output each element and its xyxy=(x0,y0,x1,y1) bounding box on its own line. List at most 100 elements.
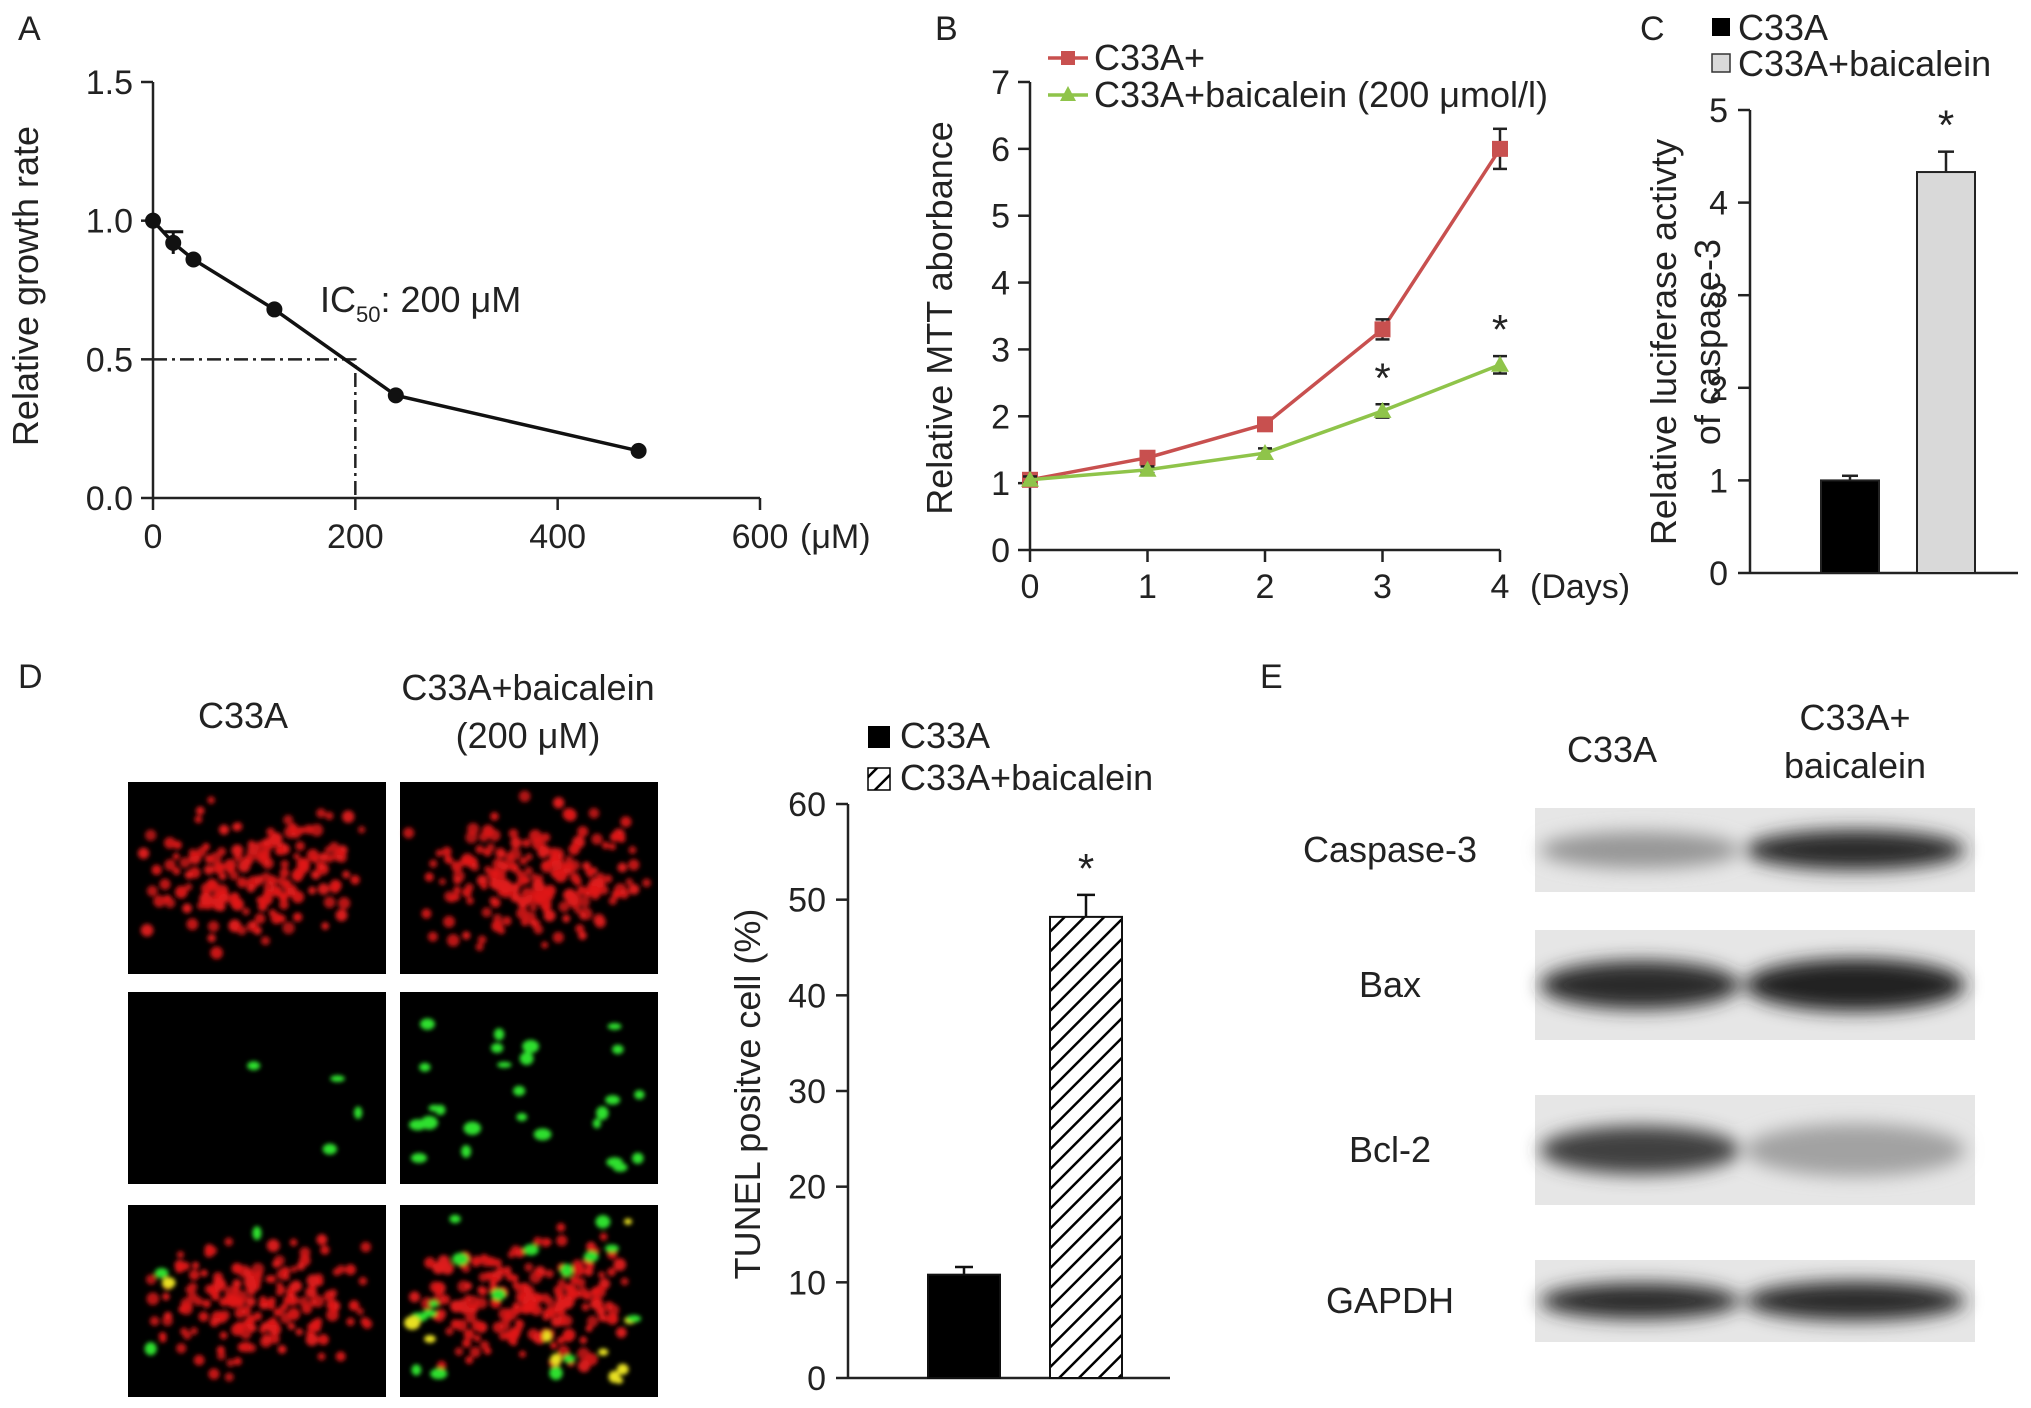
microscopy-red-cell xyxy=(429,1281,441,1293)
microscopy-red-cell xyxy=(316,1234,328,1246)
panel-letter-c: C xyxy=(1640,10,1665,48)
microscopy-red-cell xyxy=(210,946,223,960)
microscopy-red-cell xyxy=(292,871,303,882)
chart-d-y-tick-label: 20 xyxy=(788,1169,826,1207)
microscopy-red-cell xyxy=(207,796,215,805)
microscopy-red-cell xyxy=(540,1293,551,1303)
microscopy-cells xyxy=(144,1226,373,1382)
microscopy-red-cell xyxy=(232,1279,242,1289)
microscopy-red-cell xyxy=(620,816,632,828)
microscopy-red-cell xyxy=(530,919,541,929)
microscopy-green-cell xyxy=(428,1300,439,1308)
microscopy-red-cell xyxy=(260,936,271,946)
microscopy-green-cell xyxy=(612,1044,624,1055)
chart-b-legend-series-2: C33A+baicalein (200 μmol/l) xyxy=(1094,74,1548,115)
microscopy-red-cell xyxy=(140,923,154,937)
blot-col2-label-line2: baicalein xyxy=(1784,745,1926,786)
microscopy-red-cell xyxy=(511,893,521,903)
microscopy-green-cell xyxy=(497,1061,512,1068)
microscopy-red-cell xyxy=(556,1235,568,1247)
microscopy-green-cell xyxy=(247,1061,261,1071)
chart-a-point xyxy=(185,251,202,268)
microscopy-red-cell xyxy=(529,1271,542,1284)
chart-b-y-tick-label: 3 xyxy=(991,331,1010,369)
microscopy-red-cell xyxy=(145,1274,157,1285)
chart-d-legend: C33A C33A+baicalein xyxy=(867,715,1153,798)
microscopy-red-cell xyxy=(454,1347,464,1356)
blot-bands xyxy=(1540,829,1965,871)
microscopy-green-cell xyxy=(419,1062,431,1072)
legend-marker-triangle xyxy=(1060,86,1076,101)
microscopy-red-cell xyxy=(465,1355,474,1365)
microscopy-red-cell xyxy=(556,1222,566,1232)
chart-a-annotation-rest: : 200 μM xyxy=(380,279,521,320)
microscopy-green-cell xyxy=(626,1314,642,1323)
microscopy-red-cell xyxy=(490,867,500,878)
microscopy-red-cell xyxy=(503,857,516,870)
microscopy-red-cell xyxy=(593,913,605,926)
microscopy-red-cell xyxy=(295,1328,303,1336)
microscopy-red-cell xyxy=(566,1283,576,1293)
microscopy-red-cell xyxy=(441,1261,454,1275)
microscopy-red-cell xyxy=(518,1292,531,1305)
microscopy-green-cell xyxy=(560,1263,574,1277)
microscopy-red-cell xyxy=(471,1319,483,1332)
blot-band-right xyxy=(1745,1281,1965,1321)
microscopy-red-cell xyxy=(335,1351,346,1362)
microscopy-red-cell xyxy=(260,1322,269,1331)
microscopy-red-cell xyxy=(279,868,290,879)
microscopy-red-cell xyxy=(164,859,176,871)
microscopy-red-cell xyxy=(305,1333,319,1346)
microscopy-red-cell xyxy=(628,883,640,895)
microscopy-red-cell xyxy=(273,1255,285,1267)
microscopy-red-cell xyxy=(541,889,554,902)
microscopy-red-cell xyxy=(311,855,319,863)
microscopy-red-cell xyxy=(292,912,303,923)
blot-band-left xyxy=(1540,1282,1740,1320)
microscopy-red-cell xyxy=(280,881,290,890)
microscopy-red-cell xyxy=(586,1315,599,1328)
microscopy-red-cell xyxy=(162,1292,170,1301)
microscopy-red-cell xyxy=(229,870,239,881)
microscopy-red-cell xyxy=(321,922,330,930)
microscopy-green-cell xyxy=(161,1277,176,1289)
blot-bands xyxy=(1540,1123,1965,1177)
microscopy-red-cell xyxy=(438,878,446,886)
microscopy-panel-merge-2 xyxy=(400,1205,658,1397)
microscopy-red-cell xyxy=(263,845,272,854)
microscopy-red-cell xyxy=(282,921,295,935)
microscopy-red-cell xyxy=(421,908,432,919)
microscopy-red-cell xyxy=(237,1342,247,1352)
microscopy-red-cell xyxy=(518,1350,527,1358)
microscopy-red-cell xyxy=(184,883,193,891)
microscopy-red-cell xyxy=(298,1296,309,1307)
microscopy-red-cell xyxy=(280,1266,290,1276)
microscopy-green-cell xyxy=(410,1152,428,1163)
chart-d-y-tick-label: 10 xyxy=(788,1264,826,1302)
microscopy-red-cell xyxy=(617,862,628,873)
microscopy-red-cell xyxy=(462,931,471,940)
microscopy-red-cell xyxy=(568,843,580,856)
microscopy-red-cell xyxy=(232,822,241,832)
chart-c-bar xyxy=(1916,171,1976,575)
microscopy-green-cell xyxy=(513,1085,526,1096)
microscopy-red-cell xyxy=(259,1295,267,1304)
microscopy-red-cell xyxy=(163,837,176,849)
microscopy-red-cell xyxy=(234,1321,245,1332)
chart-d-ylabel: TUNEL positve cell (%) xyxy=(727,909,768,1280)
microscopy-red-cell xyxy=(199,892,213,906)
western-blot: C33A C33A+ baicalein Caspase-3 Bax Bcl-2 GA… xyxy=(1303,697,1975,1342)
microscopy-red-cell xyxy=(278,1285,286,1294)
microscopy-red-cell xyxy=(306,1274,319,1287)
chart-a-x-tick-label: 600 xyxy=(732,518,789,556)
microscopy-red-cell xyxy=(609,832,620,842)
microscopy-green-cell xyxy=(523,1244,539,1256)
microscopy-red-cell xyxy=(240,1328,252,1340)
chart-a-point xyxy=(145,212,161,229)
blot-row-label: Bcl-2 xyxy=(1349,1129,1431,1170)
microscopy-red-cell xyxy=(424,1257,436,1269)
microscopy-red-cell xyxy=(176,1343,187,1354)
chart-a-point xyxy=(387,387,404,404)
chart-a-ic50-line xyxy=(153,358,357,498)
